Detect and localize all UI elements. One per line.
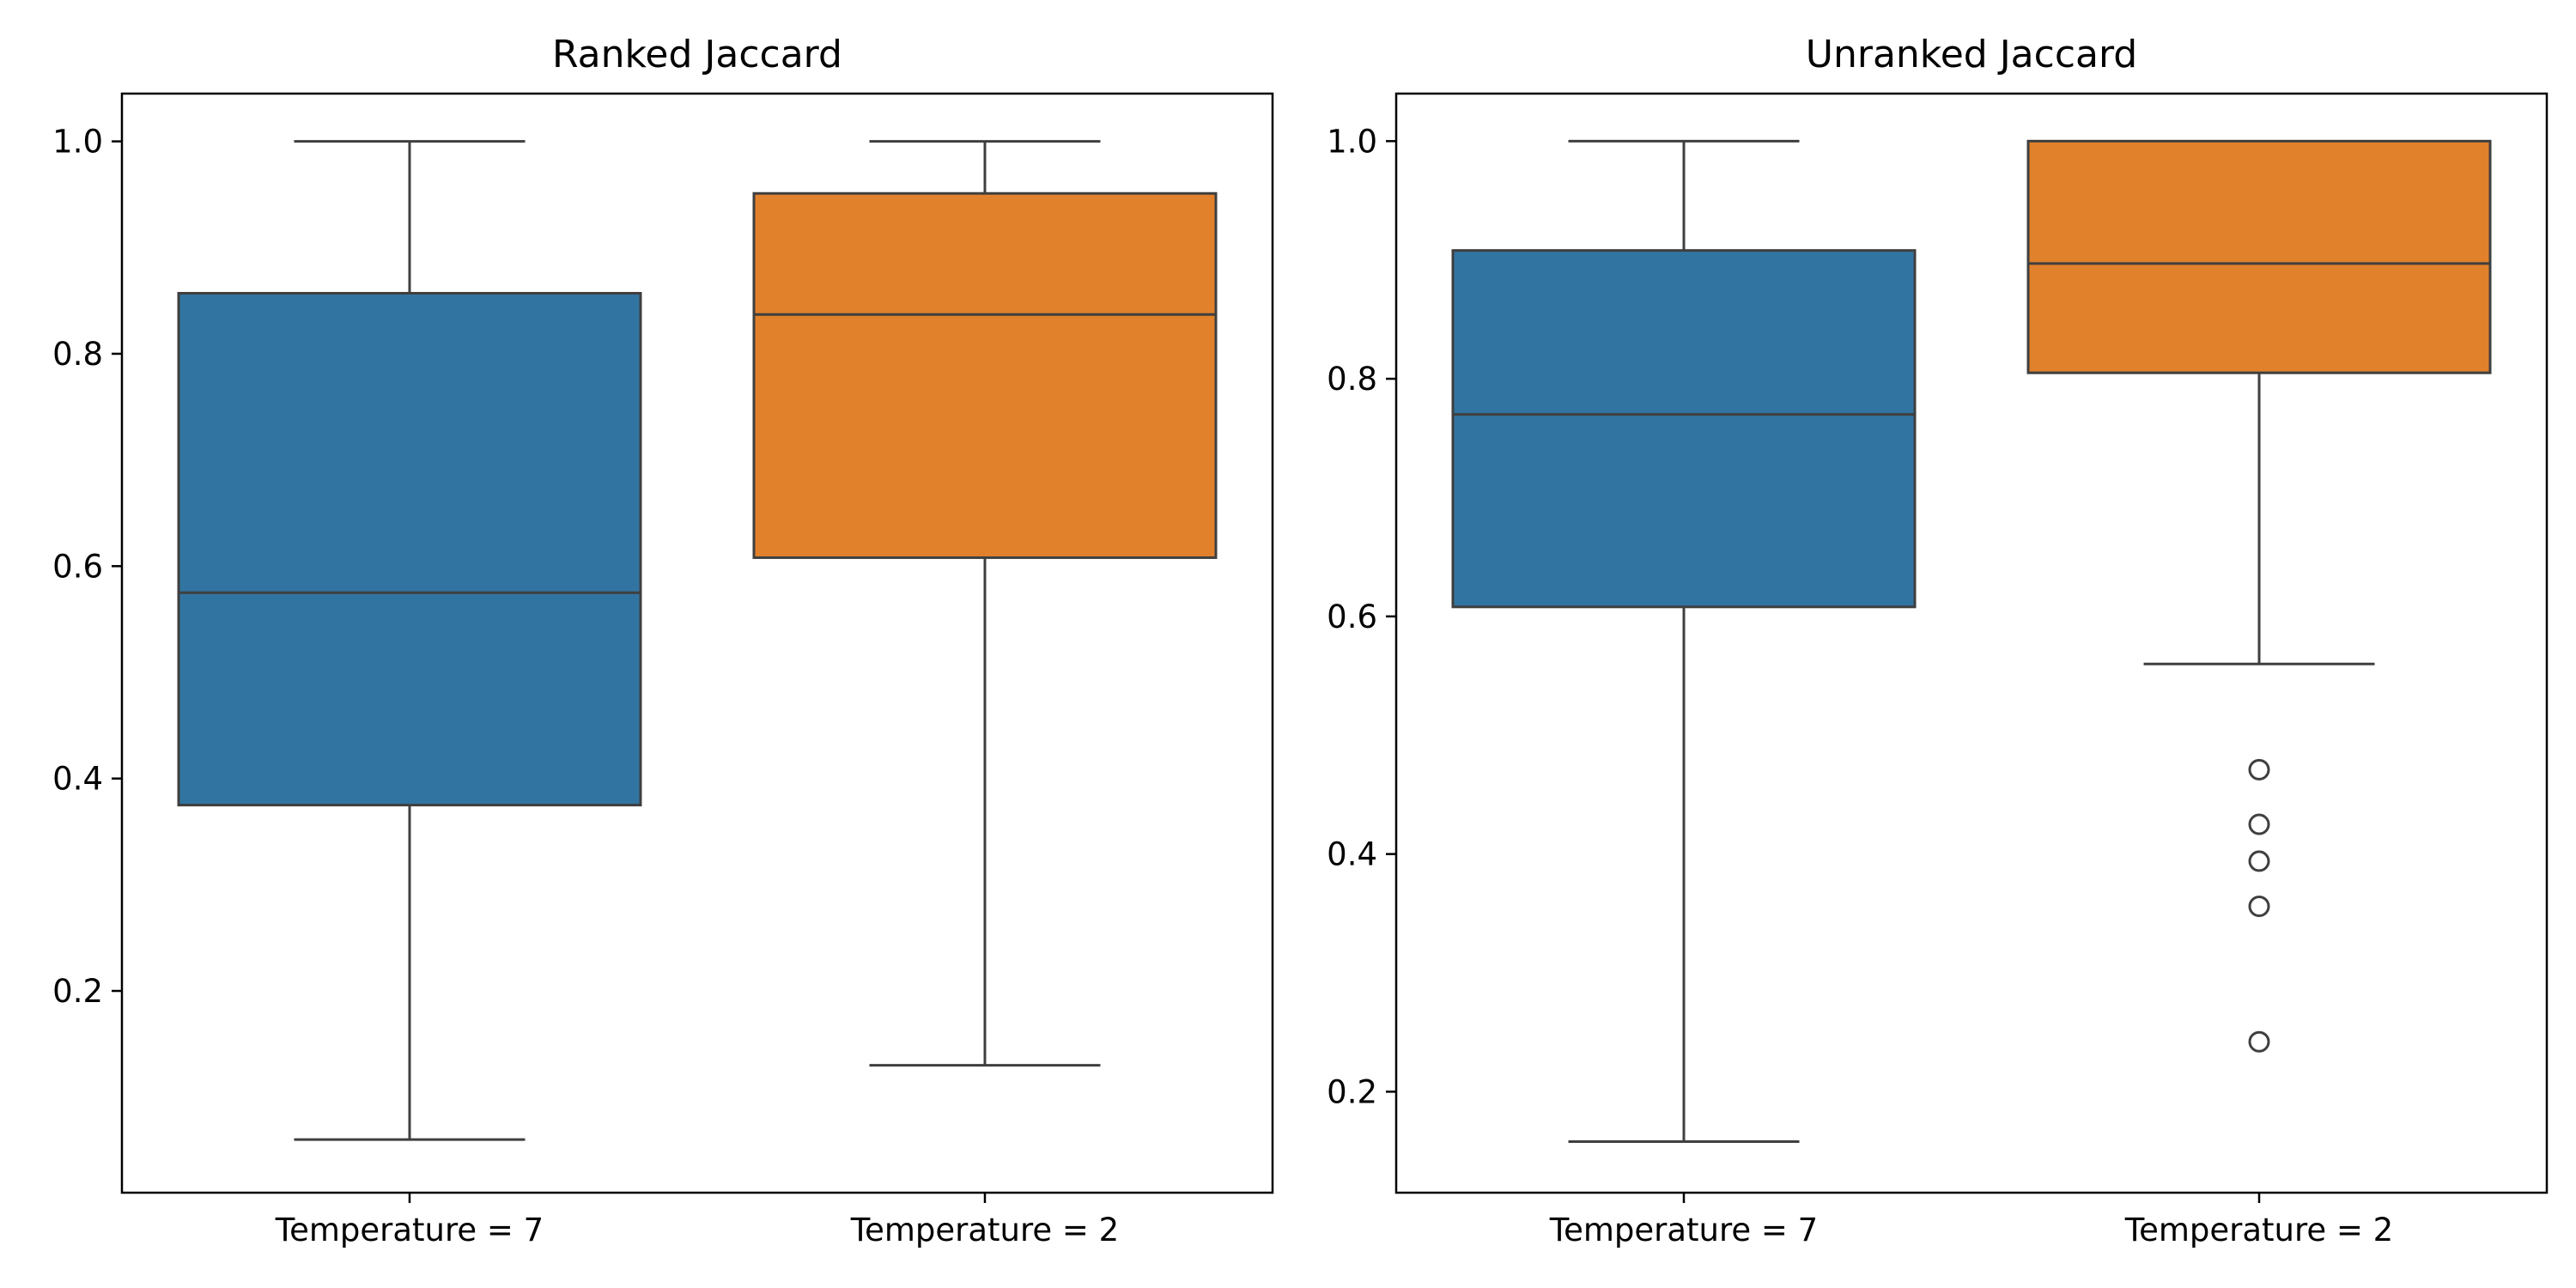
box-temperature-2 (2026, 139, 2492, 1053)
y-tick-label: 1.0 (52, 124, 103, 161)
iqr-box (752, 191, 1218, 559)
plot-area (1451, 139, 2492, 1143)
box-temperature-2 (752, 140, 1218, 1067)
y-tick-label: 0.2 (1327, 1073, 1377, 1110)
panel-title: Ranked Jaccard (552, 33, 842, 76)
y-tick-label: 0.2 (52, 973, 103, 1010)
x-tick-label: Temperature = 7 (275, 1212, 544, 1249)
y-tick-label: 0.4 (52, 761, 103, 798)
outlier-point (2248, 758, 2270, 781)
box-temperature-7 (177, 140, 642, 1141)
box-temperature-7 (1451, 139, 1917, 1143)
axes-frame (1394, 92, 2549, 1194)
y-tick-label: 0.6 (1327, 598, 1377, 635)
y-tick-label: 0.8 (52, 336, 103, 373)
x-tick-label: Temperature = 2 (850, 1212, 1119, 1249)
y-tick-label: 0.4 (1327, 836, 1377, 873)
ranked-jaccard-panel: Ranked Jaccard 0.2 0.4 0.6 0.8 1.0 Temperatu… (52, 33, 1274, 1249)
x-axis: Temperature = 7 Temperature = 2 (1549, 1193, 2393, 1249)
outlier-point (2248, 896, 2270, 918)
outlier-point (2248, 1030, 2270, 1053)
axes-frame (120, 92, 1274, 1194)
x-tick-label: Temperature = 2 (2124, 1212, 2393, 1249)
unranked-jaccard-panel: Unranked Jaccard 0.2 0.4 0.6 0.8 1.0 Tempera… (1327, 33, 2549, 1249)
plot-area (177, 140, 1218, 1141)
iqr-box (177, 292, 642, 807)
x-axis: Temperature = 7 Temperature = 2 (275, 1193, 1119, 1249)
y-tick-label: 1.0 (1327, 123, 1377, 160)
y-tick-label: 0.8 (1327, 361, 1377, 398)
y-tick-label: 0.6 (52, 548, 103, 585)
iqr-box (1451, 249, 1917, 609)
outlier-point (2248, 813, 2270, 835)
x-tick-label: Temperature = 7 (1549, 1212, 1818, 1249)
panel-title: Unranked Jaccard (1806, 33, 2137, 76)
outlier-point (2248, 850, 2270, 872)
y-axis: 0.2 0.4 0.6 0.8 1.0 (1327, 123, 1396, 1110)
iqr-box (2026, 139, 2492, 374)
y-axis: 0.2 0.4 0.6 0.8 1.0 (52, 124, 122, 1010)
